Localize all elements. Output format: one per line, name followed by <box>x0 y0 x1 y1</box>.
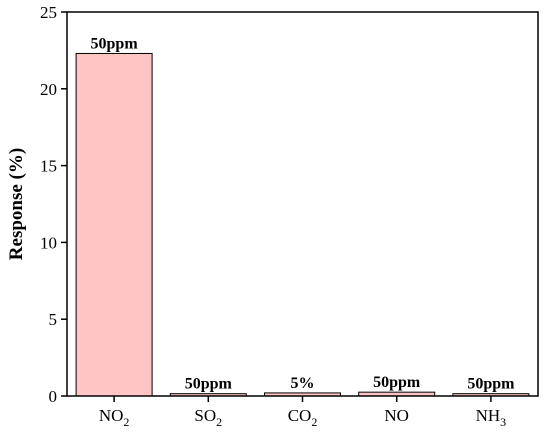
x-tick-label-co2: CO2 <box>288 406 318 429</box>
data-label-co2: 5% <box>291 375 315 392</box>
data-label-so2: 50ppm <box>185 376 233 393</box>
x-tick-label-so2: SO2 <box>194 406 222 429</box>
data-label-nh3: 50ppm <box>467 376 515 393</box>
y-tick-label: 15 <box>40 157 57 176</box>
x-axis-ticks: NO2 SO2 CO2 NO NH3 <box>99 396 506 429</box>
data-label-no2: 50ppm <box>91 35 139 52</box>
data-labels-group: 50ppm 50ppm 5% 50ppm 50ppm <box>91 35 516 392</box>
y-axis-title: Response (%) <box>6 148 27 260</box>
x-tick-label-no: NO <box>384 406 409 425</box>
y-tick-label: 10 <box>40 233 57 252</box>
y-tick-label: 25 <box>40 3 57 22</box>
data-label-no: 50ppm <box>373 374 421 391</box>
plot-frame <box>66 11 539 397</box>
x-tick-label-no2: NO2 <box>99 406 130 429</box>
y-tick-label: 20 <box>40 80 57 99</box>
x-tick-label-nh3: NH3 <box>476 406 507 429</box>
bars-group <box>75 52 530 397</box>
y-tick-label: 5 <box>49 310 58 329</box>
bar-no2 <box>75 52 153 397</box>
y-tick-label: 0 <box>49 387 58 406</box>
y-axis-ticks: 0 5 10 15 20 25 <box>40 3 67 406</box>
